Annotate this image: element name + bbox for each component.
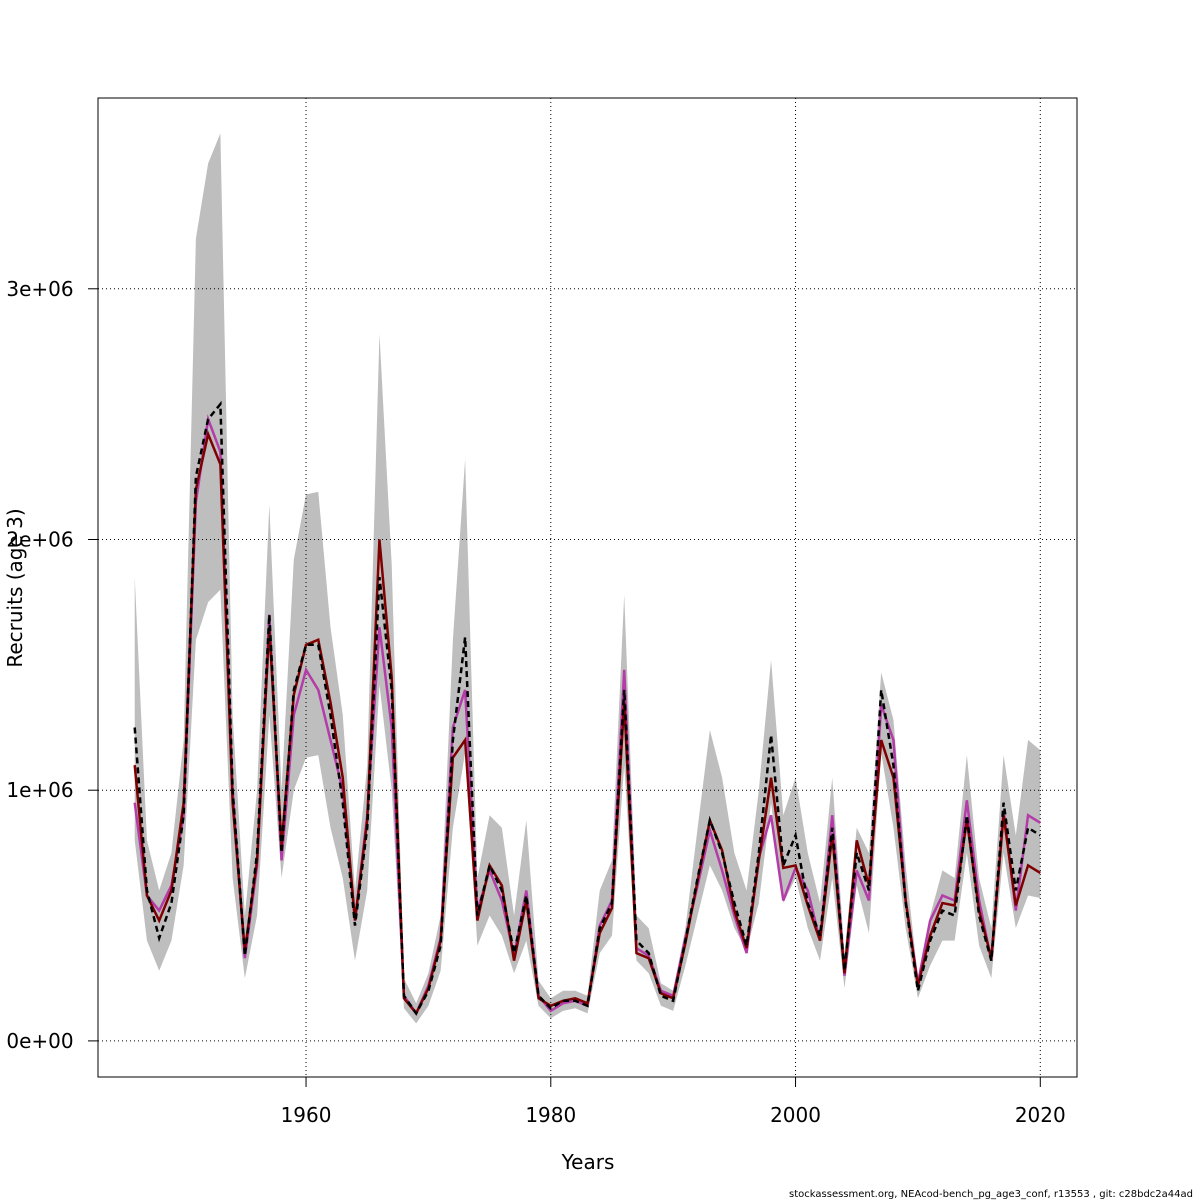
footer: stockassessment.org, NEAcod-bench_pg_age… <box>789 1189 1193 1200</box>
y-axis-label: Recruits (age 3) <box>3 508 27 667</box>
confidence-band <box>134 133 1041 1024</box>
plot-frame <box>97 97 1078 1078</box>
x-axis-label: Years <box>561 1150 615 1174</box>
series-line <box>133 400 1041 1016</box>
y-tick-label: 0e+00 <box>6 1029 73 1053</box>
x-tick-label: 2020 <box>1015 1103 1066 1127</box>
y-tick-label: 3e+06 <box>6 277 73 301</box>
y-tick-label: 1e+06 <box>6 778 73 802</box>
y-tick-label: 2e+06 <box>6 527 73 551</box>
x-tick-label: 1980 <box>525 1103 576 1127</box>
x-tick-label: 1960 <box>281 1103 332 1127</box>
x-tick-label: 2000 <box>770 1103 821 1127</box>
